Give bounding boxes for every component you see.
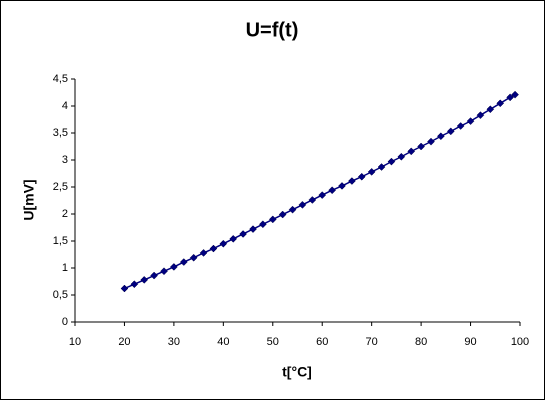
x-tick-label: 100 bbox=[511, 336, 529, 348]
x-tick-label: 10 bbox=[69, 336, 81, 348]
x-tick-label: 30 bbox=[168, 336, 180, 348]
data-point bbox=[170, 263, 178, 271]
y-tick-label: 1 bbox=[62, 262, 68, 274]
data-point bbox=[427, 137, 435, 146]
x-tick-label: 20 bbox=[118, 336, 130, 348]
data-point bbox=[338, 182, 346, 190]
data-point bbox=[278, 210, 287, 219]
x-tick-label: 80 bbox=[415, 336, 427, 348]
x-tick-label: 60 bbox=[316, 336, 328, 348]
data-point bbox=[199, 249, 208, 257]
data-point bbox=[387, 157, 396, 166]
y-tick-label: 2,5 bbox=[53, 181, 68, 193]
data-point bbox=[229, 234, 238, 243]
data-point bbox=[298, 200, 307, 209]
data-point bbox=[308, 196, 317, 204]
x-tick-label: 40 bbox=[217, 336, 229, 348]
data-point bbox=[209, 244, 218, 253]
data-point bbox=[417, 142, 425, 151]
y-tick-label: 4 bbox=[62, 100, 68, 112]
data-point bbox=[377, 163, 386, 171]
y-axis-label: U[mV] bbox=[21, 179, 37, 220]
data-point bbox=[397, 152, 406, 161]
data-point bbox=[239, 230, 247, 238]
data-point bbox=[259, 220, 267, 229]
data-point bbox=[130, 280, 139, 289]
data-point bbox=[318, 191, 327, 199]
data-point bbox=[511, 90, 519, 99]
y-tick-label: 2 bbox=[62, 208, 68, 220]
data-point bbox=[486, 105, 495, 114]
data-point bbox=[150, 271, 158, 280]
data-point bbox=[367, 168, 376, 176]
data-point bbox=[268, 215, 277, 224]
data-point bbox=[357, 172, 366, 181]
data-point bbox=[328, 186, 336, 195]
x-tick-label: 90 bbox=[464, 336, 476, 348]
data-point bbox=[506, 93, 514, 102]
data-point bbox=[446, 127, 455, 136]
data-point bbox=[407, 147, 416, 156]
y-tick-label: 4,5 bbox=[53, 73, 68, 85]
data-point bbox=[456, 122, 465, 130]
y-tick-label: 3 bbox=[62, 154, 68, 166]
data-point bbox=[160, 267, 168, 276]
data-point bbox=[437, 132, 445, 141]
chart-title: U=f(t) bbox=[246, 19, 299, 41]
x-axis-label: t[°C] bbox=[282, 364, 312, 380]
data-point bbox=[466, 117, 475, 125]
data-point bbox=[179, 258, 188, 266]
data-point bbox=[120, 284, 129, 293]
data-point bbox=[496, 99, 505, 108]
data-point bbox=[189, 253, 198, 262]
data-point bbox=[249, 225, 257, 233]
x-tick-label: 70 bbox=[366, 336, 378, 348]
data-point bbox=[140, 276, 149, 284]
y-tick-label: 1,5 bbox=[53, 235, 68, 247]
x-tick-label: 50 bbox=[267, 336, 279, 348]
y-tick-label: 3,5 bbox=[53, 127, 68, 139]
data-point bbox=[348, 177, 356, 185]
data-point bbox=[288, 205, 297, 214]
data-point bbox=[219, 239, 228, 248]
y-tick-label: 0,5 bbox=[53, 289, 68, 301]
y-tick-label: 0 bbox=[62, 316, 68, 328]
data-point bbox=[476, 111, 485, 120]
